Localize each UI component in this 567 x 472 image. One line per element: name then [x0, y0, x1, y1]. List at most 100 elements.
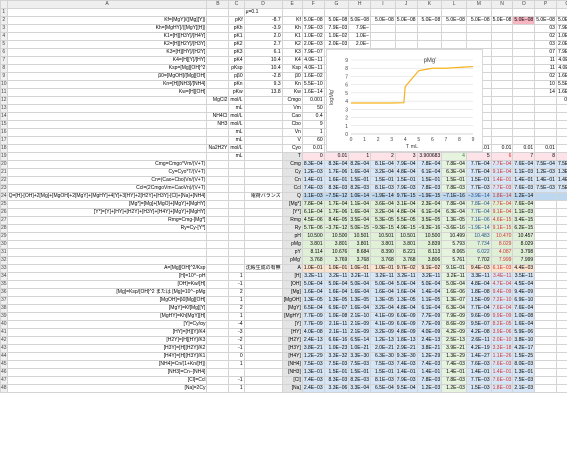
cell-o[interactable]: 7.6E−03 — [512, 184, 536, 193]
cell-p[interactable]: 5.0E−08 — [534, 16, 557, 25]
cell-l[interactable]: 3.2E−11 — [441, 272, 467, 281]
cell-i[interactable]: 2.0E−21 — [370, 344, 396, 353]
cell-f[interactable]: 7.9E−03 — [301, 24, 325, 33]
cell-d[interactable] — [243, 328, 283, 337]
cell-j[interactable]: 4.8E−04 — [394, 208, 418, 217]
cell-a[interactable]: [HY]=[H][Y]/K4 — [6, 328, 208, 337]
cell-e[interactable]: Kw — [281, 88, 303, 97]
cell-i[interactable]: 8.1E−04 — [370, 160, 396, 169]
row-header[interactable]: 44 — [0, 352, 8, 361]
cell-o[interactable]: 3.4E−15 — [512, 216, 536, 225]
cell-e[interactable]: A — [281, 264, 303, 273]
cell-i[interactable]: 1.5E−01 — [370, 176, 396, 185]
column-header-e[interactable]: E — [281, 0, 303, 9]
cell-g[interactable]: 0.01 — [323, 152, 350, 161]
cell-e[interactable]: pY — [281, 248, 303, 257]
cell-e[interactable]: T — [281, 152, 303, 161]
cell-m[interactable]: 1.8E−08 — [465, 288, 492, 297]
cell-o[interactable] — [512, 136, 536, 145]
cell-n[interactable] — [490, 48, 514, 57]
cell-a[interactable]: [H4Y]=[H][H3Y]/K1 — [6, 352, 208, 361]
cell-o[interactable]: 3.798 — [512, 248, 536, 257]
cell-d[interactable]: -8.7 — [243, 16, 283, 25]
cell-q[interactable] — [555, 376, 567, 385]
cell-c[interactable] — [228, 168, 245, 177]
cell-m[interactable]: 7.702 — [465, 256, 492, 265]
cell-k[interactable]: 3.806 — [416, 256, 443, 265]
cell-e[interactable]: [Y*] — [281, 208, 303, 217]
cell-c[interactable]: pK2 — [228, 40, 245, 49]
cell-l[interactable] — [441, 32, 467, 41]
cell-h[interactable]: 6.5E−14 — [348, 336, 372, 345]
cell-q[interactable] — [555, 304, 567, 313]
row-header[interactable]: 28 — [0, 224, 8, 233]
cell-k[interactable] — [416, 40, 443, 49]
cell-e[interactable]: Cy — [281, 168, 303, 177]
cell-l[interactable]: 7.8E−03 — [441, 184, 467, 193]
cell-c[interactable]: mol/L — [228, 96, 245, 105]
cell-f[interactable]: 8.3E−04 — [301, 160, 325, 169]
row-header[interactable]: 46 — [0, 368, 8, 377]
cell-g[interactable]: 1.0E−23 — [323, 344, 350, 353]
row-header[interactable]: 35 — [0, 280, 8, 289]
cell-o[interactable] — [512, 120, 536, 129]
row-header[interactable]: 15 — [0, 120, 8, 129]
cell-e[interactable]: [H3Y] — [281, 344, 303, 353]
cell-p[interactable] — [534, 264, 557, 273]
cell-k[interactable]: 1.2E−03 — [416, 384, 443, 393]
cell-c[interactable]: -1 — [228, 344, 245, 353]
row-header[interactable]: 13 — [0, 104, 8, 113]
cell-o[interactable]: 1.3E−01 — [512, 368, 536, 377]
cell-g[interactable]: 8.3E−03 — [323, 376, 350, 385]
cell-g[interactable]: 3.3E−32 — [323, 352, 350, 361]
cell-i[interactable]: 2 — [370, 152, 396, 161]
cell-p[interactable]: 10 — [534, 80, 557, 89]
cell-h[interactable]: 8.684 — [348, 248, 372, 257]
cell-k[interactable]: 7.7E−09 — [416, 320, 443, 329]
cell-c[interactable]: mL — [228, 128, 245, 137]
cell-c[interactable]: pKw — [228, 88, 245, 97]
cell-e[interactable]: [Y] — [281, 320, 303, 329]
cell-h[interactable]: 1.6E−04 — [348, 208, 372, 217]
cell-m[interactable]: 5.0E−08 — [465, 16, 492, 25]
cell-o[interactable]: 3.5E−11 — [512, 272, 536, 281]
cell-b[interactable] — [206, 128, 230, 137]
cell-b[interactable] — [206, 240, 230, 249]
cell-j[interactable]: 4.8E−04 — [394, 168, 418, 177]
cell[interactable] — [323, 8, 350, 17]
cell-e[interactable]: K4 — [281, 56, 303, 65]
cell-m[interactable]: 9.5E−07 — [465, 320, 492, 329]
cell-b[interactable] — [206, 376, 230, 385]
cell-b[interactable] — [206, 344, 230, 353]
cell-b[interactable] — [206, 48, 230, 57]
cell-p[interactable] — [534, 288, 557, 297]
row-header[interactable]: 20 — [0, 160, 8, 169]
cell-m[interactable]: 7.7E−03 — [465, 184, 492, 193]
cell-i[interactable]: 1.0E−01 — [370, 264, 396, 273]
cell-b[interactable] — [206, 320, 230, 329]
cell-f[interactable]: 7.5E−03 — [301, 360, 325, 369]
cell-a[interactable] — [6, 248, 208, 257]
cell-b[interactable] — [206, 288, 230, 297]
cell-q[interactable]: 5.0E−08 — [555, 16, 567, 25]
cell-o[interactable]: 4.5E−04 — [512, 280, 536, 289]
cell-p[interactable]: 1.2E−03 — [534, 168, 557, 177]
cell-b[interactable] — [206, 104, 230, 113]
cell-k[interactable] — [416, 32, 443, 41]
cell-e[interactable]: [H2Y] — [281, 336, 303, 345]
cell-j[interactable]: 4.8E−04 — [394, 304, 418, 313]
cell-g[interactable]: −3.7E−12 — [323, 224, 350, 233]
cell-n[interactable]: 1.4E−01 — [490, 368, 514, 377]
cell-l[interactable]: 5.761 — [441, 256, 467, 265]
cell-o[interactable]: 7.6E−04 — [512, 160, 536, 169]
cell-l[interactable]: 4.2E−09 — [441, 328, 467, 337]
cell-a[interactable]: [NH4]=Cn/(1+Kn/[H]) — [6, 360, 208, 369]
cell-a[interactable]: Kf=[MgY]/([Mg][Y]) — [6, 16, 208, 25]
cell[interactable] — [512, 8, 536, 17]
cell-a[interactable]: [Na]=2Cy — [6, 384, 208, 393]
cell-n[interactable]: 4.7E−04 — [490, 280, 514, 289]
cell-b[interactable] — [206, 160, 230, 169]
cell-c[interactable] — [228, 224, 245, 233]
cell-c[interactable]: 1 — [228, 312, 245, 321]
cell[interactable] — [370, 8, 396, 17]
